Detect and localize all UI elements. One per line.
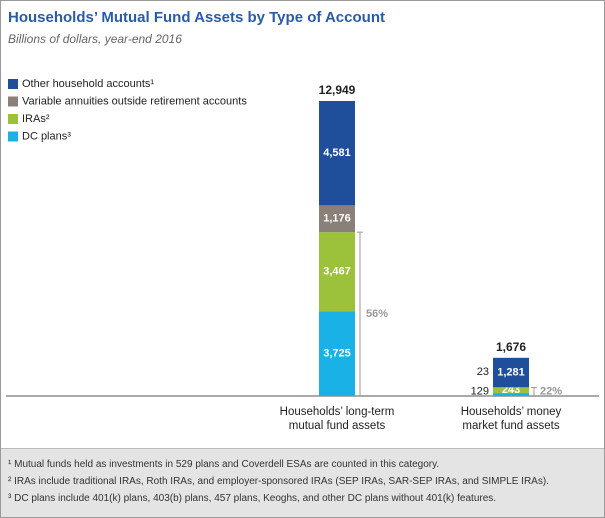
bar-segment	[493, 387, 529, 394]
share-annotation: 56%	[366, 308, 388, 320]
legend-label: DC plans³	[22, 130, 71, 142]
value-label: 4,581	[323, 147, 351, 159]
bar-segment	[493, 387, 529, 388]
bar-segment	[493, 393, 529, 396]
bar-segment	[319, 232, 355, 312]
chart-title: Households’ Mutual Fund Assets by Type o…	[8, 9, 385, 26]
footnote: ³ DC plans include 401(k) plans, 403(b) …	[8, 493, 497, 504]
legend-swatch	[8, 131, 18, 142]
value-label: 1,176	[323, 213, 351, 225]
footnote: ¹ Mutual funds held as investments in 52…	[8, 459, 440, 470]
legend-swatch	[8, 79, 18, 89]
plot: Other household accounts¹ Variable annuit…	[6, 78, 599, 398]
value-label: 3,725	[323, 347, 351, 359]
category-label: Households’ money market fund assets	[460, 406, 562, 432]
category-label: Households’ long-term mutual fund assets	[279, 406, 395, 432]
chart-subtitle: Billions of dollars, year-end 2016	[8, 32, 182, 46]
value-label: 23	[477, 366, 489, 378]
bar-segment	[319, 101, 355, 206]
legend-label: Other household accounts¹	[22, 78, 154, 90]
legend-label: IRAs²	[22, 113, 50, 125]
footnotes: ¹ Mutual funds held as investments in 52…	[1, 448, 604, 517]
legend-swatch	[8, 114, 18, 124]
share-annotation: 22%	[540, 386, 562, 398]
legend-label: Variable annuities outside retirement ac…	[22, 95, 247, 107]
total-label: 1,676	[496, 340, 526, 354]
bar-segment	[319, 311, 355, 396]
total-label: 12,949	[319, 83, 356, 97]
footnote: ² IRAs include traditional IRAs, Roth IR…	[8, 476, 549, 487]
legend-swatch	[8, 96, 18, 107]
bar-segment	[493, 357, 529, 388]
value-label: 129	[471, 385, 489, 397]
value-label: 3,467	[323, 266, 351, 278]
bar-segment	[319, 205, 355, 233]
value-label: 1,281	[497, 366, 525, 378]
